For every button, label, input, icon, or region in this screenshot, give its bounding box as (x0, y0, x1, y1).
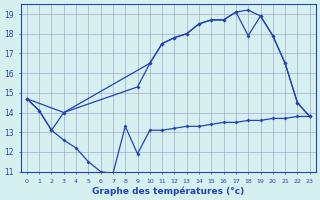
X-axis label: Graphe des températures (°c): Graphe des températures (°c) (92, 186, 244, 196)
